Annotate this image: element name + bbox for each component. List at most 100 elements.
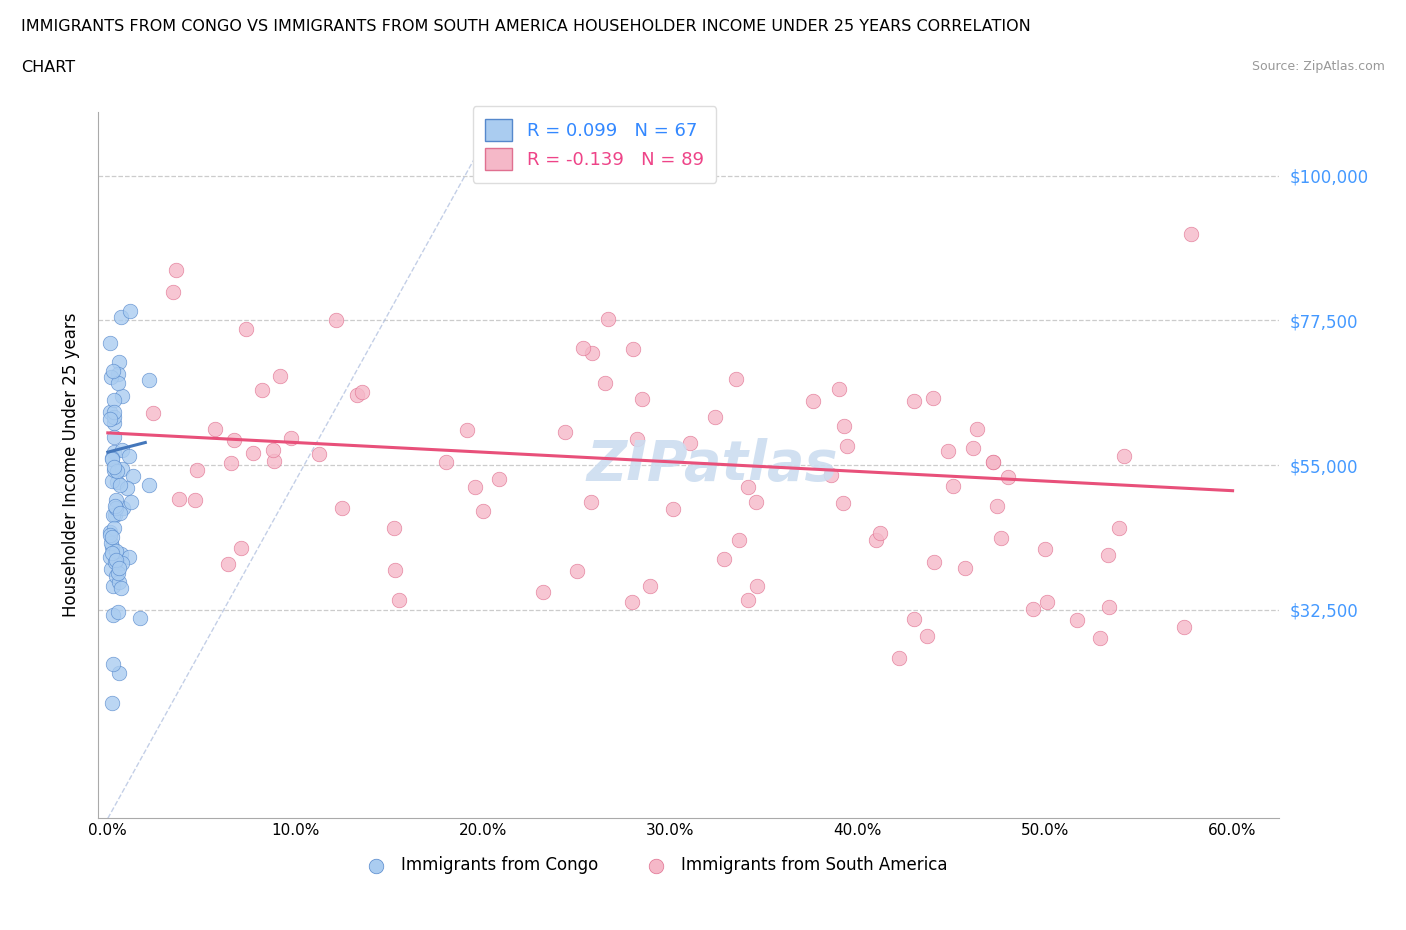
Point	[531, 584, 554, 599]
Point	[572, 341, 595, 356]
Legend: Immigrants from Congo, Immigrants from South America: Immigrants from Congo, Immigrants from S…	[353, 849, 955, 881]
Point	[104, 508, 127, 523]
Point	[1112, 449, 1135, 464]
Point	[801, 393, 824, 408]
Point	[269, 368, 291, 383]
Point	[638, 578, 661, 593]
Point	[103, 430, 125, 445]
Point	[108, 666, 131, 681]
Point	[325, 312, 347, 327]
Point	[464, 480, 486, 495]
Point	[630, 392, 652, 406]
Point	[903, 393, 925, 408]
Point	[456, 422, 478, 437]
Point	[1036, 594, 1059, 609]
Point	[219, 456, 242, 471]
Point	[138, 373, 160, 388]
Point	[111, 462, 134, 477]
Point	[110, 310, 132, 325]
Point	[1097, 547, 1119, 562]
Point	[103, 409, 125, 424]
Point	[165, 262, 187, 277]
Point	[626, 432, 648, 446]
Point	[103, 657, 125, 671]
Point	[138, 478, 160, 493]
Point	[217, 556, 239, 571]
Point	[105, 500, 128, 515]
Text: Source: ZipAtlas.com: Source: ZipAtlas.com	[1251, 60, 1385, 73]
Point	[224, 433, 246, 448]
Point	[108, 354, 131, 369]
Y-axis label: Householder Income Under 25 years: Householder Income Under 25 years	[62, 312, 80, 618]
Point	[104, 498, 127, 513]
Point	[828, 381, 851, 396]
Point	[330, 500, 353, 515]
Point	[235, 321, 257, 336]
Point	[101, 546, 124, 561]
Point	[621, 342, 644, 357]
Point	[595, 376, 617, 391]
Point	[713, 551, 735, 566]
Point	[953, 561, 976, 576]
Point	[117, 448, 139, 463]
Point	[111, 443, 134, 458]
Point	[745, 494, 768, 509]
Point	[388, 592, 411, 607]
Point	[105, 464, 128, 479]
Point	[262, 443, 284, 458]
Point	[596, 312, 619, 326]
Point	[384, 563, 406, 578]
Point	[118, 550, 141, 565]
Point	[100, 696, 122, 711]
Point	[122, 469, 145, 484]
Point	[117, 481, 139, 496]
Point	[981, 455, 1004, 470]
Point	[107, 366, 129, 381]
Point	[107, 604, 129, 619]
Point	[903, 612, 925, 627]
Point	[162, 284, 184, 299]
Point	[942, 478, 965, 493]
Point	[103, 405, 125, 419]
Point	[100, 369, 122, 384]
Point	[101, 452, 124, 467]
Point	[103, 392, 125, 407]
Point	[101, 578, 124, 593]
Point	[990, 530, 1012, 545]
Point	[110, 506, 132, 521]
Point	[129, 610, 152, 625]
Point	[100, 539, 122, 554]
Text: IMMIGRANTS FROM CONGO VS IMMIGRANTS FROM SOUTH AMERICA HOUSEHOLDER INCOME UNDER : IMMIGRANTS FROM CONGO VS IMMIGRANTS FROM…	[21, 19, 1031, 33]
Point	[567, 564, 589, 578]
Point	[107, 565, 129, 580]
Point	[471, 503, 494, 518]
Point	[488, 472, 510, 486]
Point	[111, 389, 134, 404]
Point	[350, 384, 373, 399]
Point	[111, 555, 134, 570]
Point	[103, 416, 125, 431]
Point	[104, 569, 127, 584]
Text: ZIPatlas: ZIPatlas	[586, 438, 838, 492]
Point	[997, 470, 1019, 485]
Point	[103, 460, 125, 475]
Point	[382, 521, 405, 536]
Point	[105, 474, 128, 489]
Point	[308, 446, 330, 461]
Point	[966, 422, 988, 437]
Point	[820, 468, 842, 483]
Point	[579, 494, 602, 509]
Point	[554, 425, 576, 440]
Point	[1022, 602, 1045, 617]
Point	[1108, 521, 1130, 536]
Point	[832, 496, 855, 511]
Point	[104, 554, 127, 569]
Point	[745, 578, 768, 593]
Point	[204, 421, 226, 436]
Point	[869, 525, 891, 540]
Point	[835, 438, 858, 453]
Point	[1173, 619, 1195, 634]
Point	[679, 436, 702, 451]
Point	[737, 592, 759, 607]
Point	[101, 607, 124, 622]
